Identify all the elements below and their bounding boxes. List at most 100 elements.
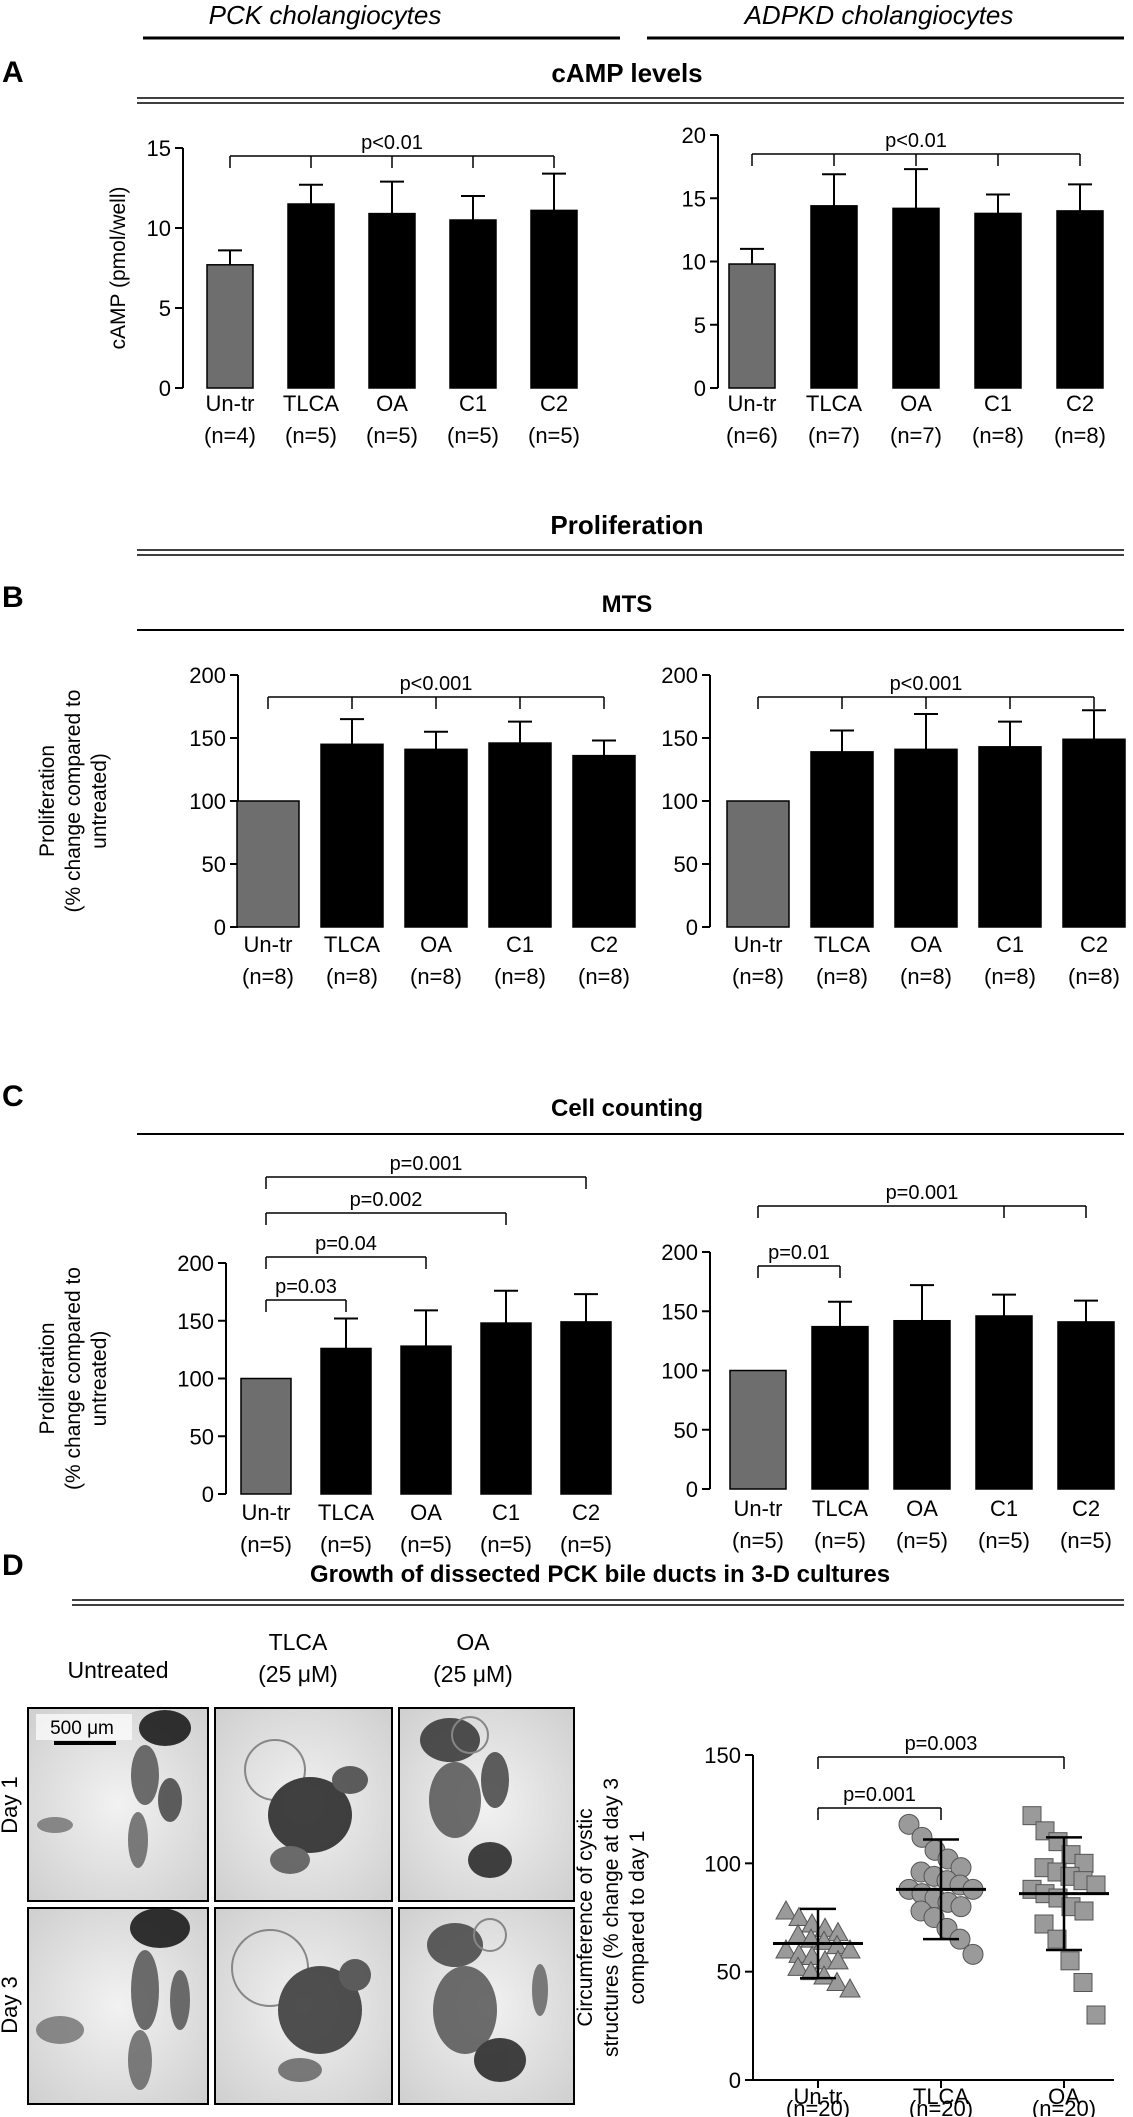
y-tick-label: 100 [189,789,226,814]
scatter-point [788,1906,810,1926]
scatter-point [826,1971,848,1991]
x-category-label: TLCA [283,391,340,416]
x-category-label: TLCA [318,1500,375,1525]
chart-cellcount-pck: 0 50 100 150 200 Proliferation (% change compa… [36,1153,612,1557]
y-tick-label: 15 [682,186,706,211]
p-value-label: p=0.001 [390,1153,463,1175]
y-tick-label: 150 [661,1299,698,1324]
scatter-point [911,1826,933,1848]
tissue-tlca-day1 [244,1739,368,1874]
scatter-point [1074,1901,1094,1921]
bar [368,212,416,389]
photo-col-tlca-dose: (25 μM) [258,1661,338,1687]
panel-letter-d: D [2,1549,24,1582]
x-n-label: (n=5) [320,1532,372,1557]
chart-mts-adpkd: 0 50 100 150 200 Un-tr TLCA OA C1 C2 (n=8) (n=8) (n=… [661,663,1126,989]
photo-col-untreated: Untreated [67,1657,168,1683]
header-left: PCK cholangiocytes [209,0,442,30]
y-tick-label: 15 [147,136,171,161]
bar [287,203,335,389]
bar [810,205,858,389]
x-category-label: OA [910,932,942,957]
x-category-label: TLCA [913,2084,970,2109]
p-value-label: p<0.001 [890,673,963,695]
x-category-label: Un-tr [734,1496,783,1521]
panel-letter-c: C [2,1080,24,1113]
y-axis-label: (% change compared to [62,1267,85,1490]
bar [729,1369,787,1490]
scatter-point [1034,1914,1054,1934]
chart-camp-adpkd: 0 5 10 15 20 Un-tr TLCA OA C1 C2 (n=6) (n=7) (n=7) (n… [682,123,1106,448]
x-category-label: C2 [1066,391,1094,416]
x-n-label: (n=8) [984,964,1036,989]
y-tick-label: 100 [704,1851,741,1876]
x-category-label: C2 [1072,1496,1100,1521]
section-title-mts: MTS [602,591,653,618]
y-axis-label: compared to day 1 [626,1831,649,2005]
x-n-label: (n=20) [909,2096,973,2117]
scatter-point [800,1960,822,1981]
x-n-label: (n=8) [410,964,462,989]
x-n-label: (n=5) [285,423,337,448]
y-tick-label: 100 [177,1367,214,1392]
scatter-point [1022,1806,1042,1826]
x-category-label: TLCA [812,1496,869,1521]
tissue-untreated-day1 [37,1710,191,1868]
bar [894,748,958,928]
x-category-label: C1 [984,391,1012,416]
bar [320,1347,372,1495]
bar [728,263,776,389]
x-category-label: OA [906,1496,938,1521]
y-tick-label: 50 [190,1424,214,1449]
y-tick-label: 10 [147,216,171,241]
scatter-point [787,1956,809,1976]
x-n-label: (n=8) [242,964,294,989]
p-value-label: p=0.002 [350,1189,423,1211]
scale-bar-background [36,1714,132,1740]
y-tick-label: 50 [674,852,698,877]
header-right: ADPKD cholangiocytes [743,0,1014,30]
y-tick-label: 150 [189,726,226,751]
y-tick-label: 50 [674,1418,698,1443]
bar [449,219,497,389]
scatter-point [962,1943,984,1965]
y-axis-label: untreated) [88,753,111,849]
x-n-label: (n=5) [560,1532,612,1557]
bar [974,212,1022,389]
y-tick-label: 0 [214,915,226,940]
tissue-tlca-day3 [231,1929,371,2082]
x-n-label: (n=5) [814,1528,866,1553]
chart-mts-pck: 0 50 100 150 200 Proliferation (% change compa… [36,663,636,989]
x-category-label: OA [900,391,932,416]
section-title-cell-counting: Cell counting [551,1095,703,1122]
y-tick-label: 200 [177,1251,214,1276]
scatter-point [1086,1875,1106,1895]
p-value-label: p<0.001 [400,673,473,695]
y-tick-label: 10 [682,250,706,275]
scatter-point [775,1938,797,1959]
y-tick-label: 200 [661,663,698,688]
bar [400,1345,452,1495]
row-label-day3: Day 3 [0,1976,22,2033]
y-tick-label: 150 [661,726,698,751]
x-n-label: (n=5) [732,1528,784,1553]
section-title-proliferation: Proliferation [550,510,703,540]
y-tick-label: 200 [661,1240,698,1265]
p-value-label: p<0.01 [361,132,423,154]
x-n-label: (n=5) [978,1528,1030,1553]
bar [572,754,636,928]
scale-bar-label: 500 μm [50,1718,114,1739]
x-category-label: TLCA [806,391,863,416]
x-category-label: C2 [1080,932,1108,957]
y-axis-label: Circumference of cystic [574,1808,597,2026]
x-category-label: Un-tr [244,932,293,957]
bar [240,1377,292,1495]
y-axis-label: Proliferation [36,745,59,857]
x-n-label: (n=5) [400,1532,452,1557]
x-n-label: (n=4) [204,423,256,448]
y-tick-label: 20 [682,123,706,148]
p-value-label: p=0.01 [768,1242,830,1264]
y-tick-label: 0 [202,1482,214,1507]
panel-letter-a: A [2,56,24,89]
